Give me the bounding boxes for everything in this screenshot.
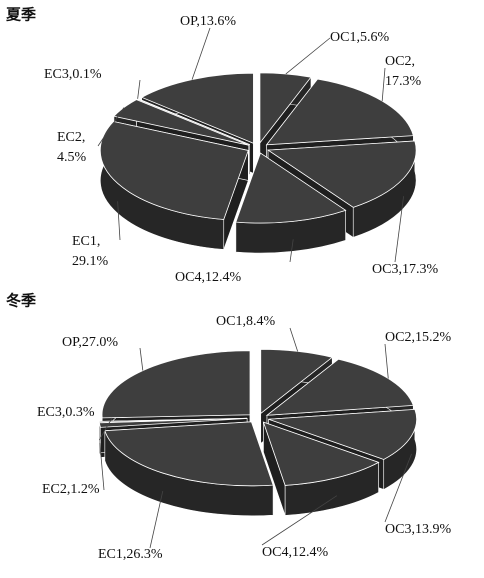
slice [99,121,249,220]
slice [113,99,249,146]
data-label: OC1,5.6% [330,30,389,45]
data-label: EC1, [72,234,100,249]
data-label: EC1,26.3% [98,547,163,562]
data-label: OC4,12.4% [175,270,241,285]
slice [266,140,417,208]
data-label: EC3,0.3% [37,405,95,420]
data-label: EC2,1.2% [42,482,100,497]
data-label: OP,27.0% [62,335,118,350]
leader-line [191,27,211,80]
data-label: OC2, [385,54,415,69]
pie [99,72,417,254]
data-label: OC1,8.4% [216,314,275,329]
data-label: 4.5% [57,150,87,165]
slice [268,408,417,460]
leader-line [384,343,389,379]
data-label: OC3,17.3% [372,262,438,277]
leader-line [99,443,105,491]
leader-line [137,79,141,99]
slice [104,421,274,487]
leader-line [117,201,121,241]
leader-line [394,196,404,263]
data-label: EC3,0.1% [44,67,102,82]
data-label: 17.3% [385,74,422,89]
slice [98,417,248,424]
leader-line [384,453,412,523]
leader-line [149,490,164,549]
pie [98,348,417,517]
chart-title: 冬季 [6,291,36,309]
data-label: 29.1% [72,254,109,269]
leader-line [381,67,386,102]
data-label: OC2,15.2% [385,330,451,345]
leader-line [261,495,338,546]
leader-line [139,347,144,371]
slice [262,421,380,486]
leader-line [98,417,113,441]
data-label: EC2, [57,130,85,145]
slice [260,348,334,415]
leader-line [289,327,299,352]
slice [101,350,251,419]
data-label: OC4,12.4% [262,545,328,560]
leader-line [97,107,125,147]
leader-line [285,37,331,75]
data-label: OP,13.6% [180,14,236,29]
slice [140,72,254,144]
slice [259,72,312,145]
slice [235,152,347,224]
data-label: OC3,13.9% [385,522,451,537]
leader-line [289,239,294,263]
chart-title: 夏季 [5,5,36,23]
